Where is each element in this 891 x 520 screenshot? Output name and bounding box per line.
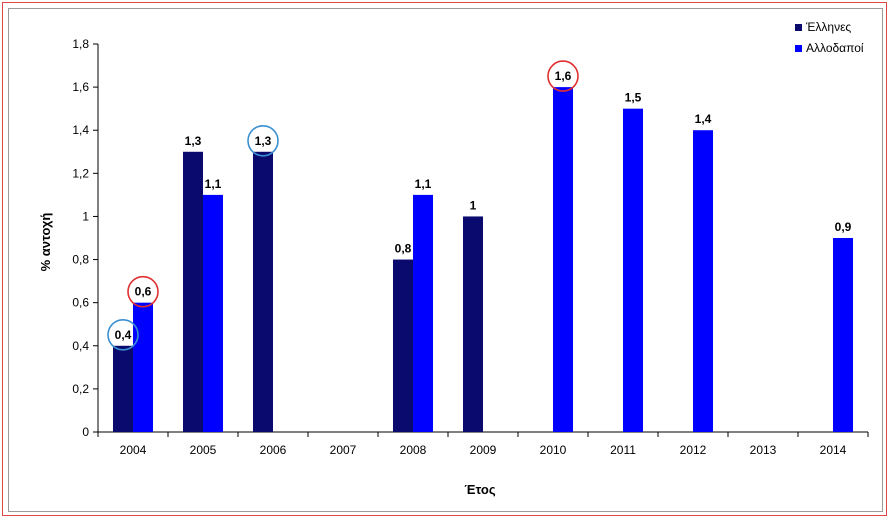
bar — [183, 151, 203, 432]
y-axis-title: % αντοχή — [38, 213, 53, 272]
y-tick-label: 0 — [82, 425, 89, 439]
x-tick-label: 2004 — [120, 443, 147, 457]
data-label: 1,5 — [625, 91, 642, 105]
x-tick-label: 2012 — [680, 443, 707, 457]
legend-swatch — [795, 24, 802, 31]
x-tick-label: 2014 — [820, 443, 847, 457]
legend-swatch — [795, 45, 802, 52]
bar — [113, 345, 133, 432]
data-label: 1,4 — [695, 112, 712, 126]
x-tick-label: 2007 — [330, 443, 357, 457]
x-tick-label: 2006 — [260, 443, 287, 457]
x-tick-label: 2009 — [470, 443, 497, 457]
chart-area-border — [8, 8, 883, 512]
x-tick-label: 2010 — [540, 443, 567, 457]
highlight-circle — [127, 275, 159, 308]
x-axis-title: Έτος — [464, 482, 495, 497]
y-tick-label: 0,6 — [72, 296, 89, 310]
legend-label: Έλληνες — [805, 20, 851, 34]
bar — [203, 194, 223, 432]
bar — [253, 151, 273, 432]
legend: Έλληνες Αλλοδαποί — [795, 20, 864, 55]
y-tick-label: 1,4 — [72, 123, 89, 137]
bar — [413, 194, 433, 432]
highlight-circle — [247, 124, 279, 157]
legend-label: Αλλοδαποί — [806, 41, 864, 55]
bar — [693, 130, 713, 432]
y-tick-label: 1,8 — [72, 37, 89, 51]
bar — [623, 108, 643, 433]
data-label: 0,4 — [115, 328, 132, 342]
data-label: 0,8 — [395, 242, 412, 256]
y-tick-label: 1 — [82, 209, 89, 223]
x-tick-label: 2008 — [400, 443, 427, 457]
bar — [133, 302, 153, 432]
data-label: 1,3 — [255, 134, 272, 148]
highlight-circles — [107, 60, 579, 351]
data-label: 0,9 — [835, 220, 852, 234]
y-tick-label: 0,4 — [72, 339, 89, 353]
bars — [113, 87, 853, 433]
y-tick-label: 1,2 — [72, 166, 89, 180]
data-labels: 0,4 1,3 1,3 0,8 1 0,6 1,1 1,1 1,6 1,5 1,4 0,9 — [115, 69, 852, 342]
data-label: 1,6 — [555, 69, 572, 83]
data-label: 1,1 — [415, 177, 432, 191]
data-label: 1,1 — [205, 177, 222, 191]
highlight-circle — [547, 60, 579, 92]
bar — [463, 216, 483, 432]
highlight-circle — [107, 318, 139, 351]
y-tick-label: 0,2 — [72, 382, 89, 396]
x-tick-label: 2013 — [750, 443, 777, 457]
axes: 0 0,2 0,4 0,6 0,8 1 1,2 1,4 1,6 1,8 2004 2005 2006 20… — [72, 37, 869, 457]
x-tick-label: 2011 — [610, 443, 636, 457]
y-tick-label: 0,8 — [72, 253, 89, 267]
bar — [553, 87, 573, 432]
bar — [833, 238, 853, 432]
data-label: 1 — [470, 198, 477, 212]
data-label: 0,6 — [135, 285, 152, 299]
bar — [393, 259, 413, 432]
y-tick-label: 1,6 — [72, 80, 89, 94]
x-tick-label: 2005 — [190, 443, 217, 457]
data-label: 1,3 — [185, 134, 202, 148]
